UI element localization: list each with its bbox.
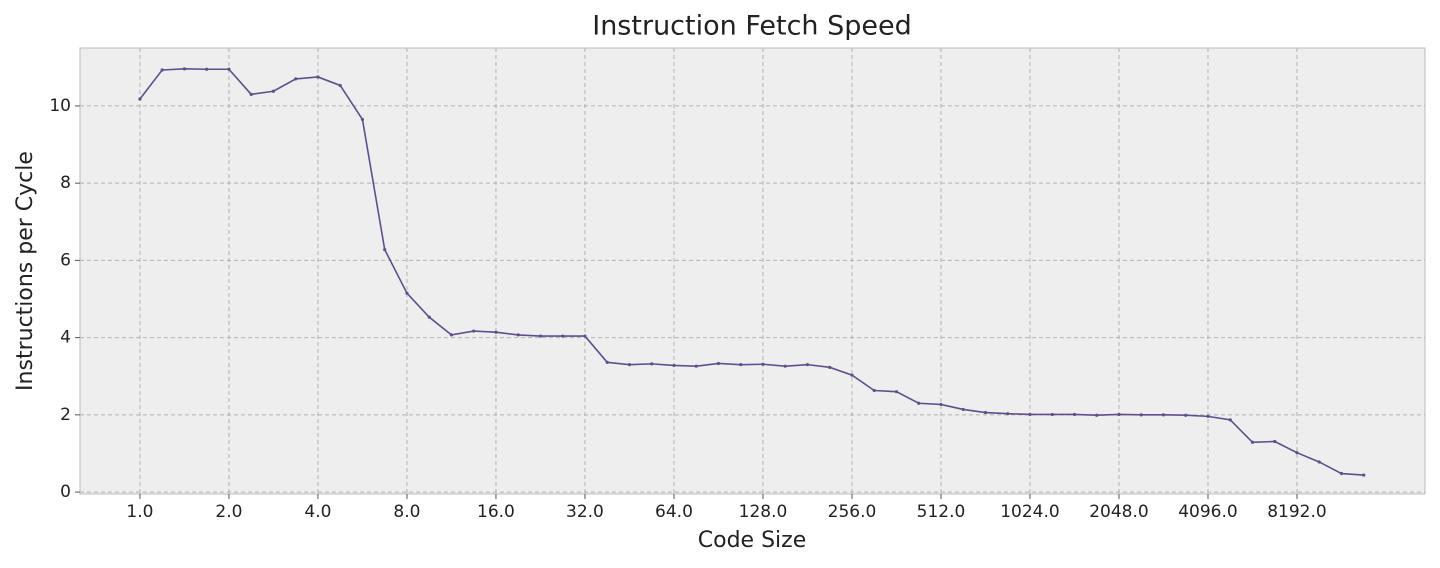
- point: [828, 365, 832, 369]
- y-tick-label: 0: [60, 482, 71, 502]
- point: [227, 67, 231, 71]
- x-tick-label: 32.0: [566, 502, 604, 522]
- point: [1072, 412, 1077, 417]
- point: [1161, 413, 1166, 417]
- point: [182, 67, 187, 71]
- point: [1117, 412, 1121, 417]
- point: [1362, 473, 1366, 477]
- point: [449, 333, 454, 337]
- x-tick-label: 2048.0: [1089, 502, 1148, 522]
- point: [538, 334, 543, 338]
- point: [850, 373, 854, 377]
- x-tick-label: 16.0: [477, 502, 515, 522]
- point: [160, 68, 164, 72]
- x-tick-label: 8192.0: [1267, 502, 1326, 522]
- point: [338, 83, 342, 88]
- point: [939, 402, 943, 407]
- point: [627, 363, 632, 367]
- point: [427, 315, 431, 319]
- point: [360, 117, 365, 122]
- point: [1273, 439, 1277, 444]
- x-tick-label: 512.0: [917, 502, 966, 522]
- point: [1095, 413, 1099, 417]
- point: [271, 89, 276, 93]
- point: [783, 364, 787, 368]
- point: [561, 334, 565, 338]
- x-tick-label: 4096.0: [1178, 502, 1237, 522]
- y-tick-label: 6: [60, 250, 71, 270]
- point: [1006, 412, 1010, 416]
- point: [1139, 413, 1143, 417]
- x-tick-label: 256.0: [828, 502, 877, 522]
- point: [249, 92, 253, 96]
- point: [1317, 460, 1321, 464]
- point: [739, 363, 743, 367]
- point: [894, 390, 899, 394]
- point: [294, 77, 298, 81]
- point: [205, 67, 209, 71]
- x-axis-label: Code Size: [698, 528, 806, 553]
- point: [316, 75, 320, 79]
- point: [805, 363, 810, 367]
- point: [1228, 418, 1232, 422]
- point: [1250, 440, 1255, 444]
- x-tick-label: 8.0: [393, 502, 420, 522]
- point: [694, 364, 698, 368]
- point: [138, 97, 142, 101]
- x-tick-label: 1.0: [126, 502, 153, 522]
- x-tick-label: 64.0: [655, 502, 693, 522]
- point: [605, 360, 609, 364]
- y-tick-label: 8: [60, 173, 71, 193]
- point: [961, 407, 965, 412]
- plot-area: [79, 47, 1426, 495]
- point: [405, 291, 409, 295]
- y-tick-label: 2: [60, 405, 71, 425]
- point: [583, 334, 587, 338]
- point: [516, 333, 520, 337]
- point: [1050, 412, 1054, 417]
- y-axis-label: Instructions per Cycle: [13, 151, 38, 391]
- point: [1339, 471, 1344, 476]
- point: [761, 362, 765, 366]
- point: [1295, 451, 1299, 455]
- point: [494, 330, 498, 334]
- point: [983, 410, 988, 415]
- point: [872, 388, 876, 393]
- x-tick-label: 1024.0: [1000, 502, 1059, 522]
- series-line: [139, 68, 1364, 476]
- y-tick-label: 4: [60, 328, 71, 348]
- x-tick-label: 128.0: [739, 502, 788, 522]
- point: [383, 247, 387, 252]
- point: [650, 362, 654, 366]
- chart-title: Instruction Fetch Speed: [592, 11, 912, 42]
- x-tick-label: 2.0: [215, 502, 242, 522]
- x-tick-label: 4.0: [304, 502, 331, 522]
- point: [1206, 414, 1210, 418]
- point: [1028, 412, 1032, 417]
- point: [1184, 413, 1188, 417]
- y-tick-label: 10: [49, 96, 71, 116]
- point: [672, 363, 676, 368]
- point: [917, 401, 921, 405]
- point: [716, 361, 721, 366]
- point: [472, 329, 476, 333]
